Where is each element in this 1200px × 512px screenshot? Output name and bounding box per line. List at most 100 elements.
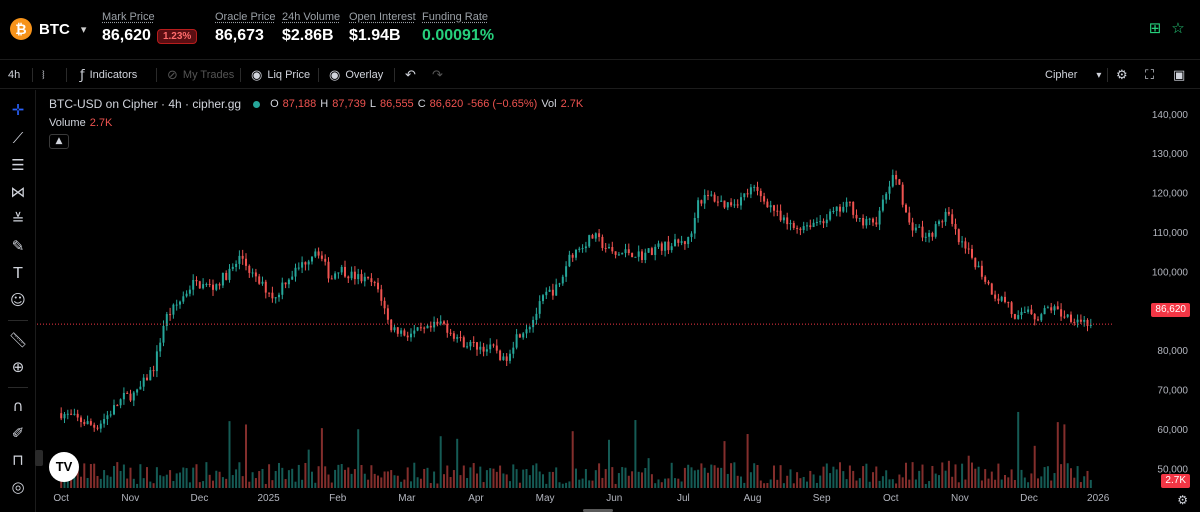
candle-body: [86, 421, 89, 425]
volume-bar: [89, 464, 92, 488]
time-tick-label: 2025: [257, 493, 280, 504]
oracle-price-value: 86,673: [215, 27, 264, 44]
volume-bar: [324, 466, 327, 488]
text-tool[interactable]: T: [0, 261, 36, 285]
crosshair-tool[interactable]: ✛: [0, 98, 36, 122]
candle-body: [235, 263, 238, 267]
volume-bar: [548, 471, 551, 488]
candle-body: [244, 258, 247, 266]
volume-bar: [202, 481, 205, 488]
magnet-tool[interactable]: ∩: [0, 394, 36, 418]
candle-body: [386, 308, 389, 320]
volume-bar: [994, 479, 997, 488]
change-badge: 1.23%: [156, 28, 198, 44]
volume-bar: [291, 468, 294, 488]
volume-bar: [759, 480, 762, 488]
volume-bar: [1027, 482, 1030, 488]
candle-body: [957, 229, 960, 243]
volume-bar: [697, 469, 700, 488]
my-trades-button[interactable]: ⊘ My Trades: [167, 61, 234, 89]
lock-drawing-tool[interactable]: ✐: [0, 421, 36, 445]
zoom-tool[interactable]: ⊕: [0, 355, 36, 379]
projection-tool[interactable]: ≚: [0, 207, 36, 231]
price-chart[interactable]: 140,000130,000120,000110,000100,00090,00…: [35, 90, 1200, 512]
volume-bar: [581, 478, 584, 488]
volume-bar: [918, 470, 921, 488]
candle-body: [578, 248, 581, 250]
candle-body: [324, 258, 327, 262]
liq-price-button[interactable]: ◉ Liq Price: [251, 61, 310, 89]
candle-body: [1056, 306, 1059, 310]
candle-body: [627, 249, 630, 254]
horizontal-lines-tool[interactable]: ☰: [0, 153, 36, 177]
candle-body: [683, 241, 686, 245]
screenshot-button[interactable]: ▣: [1173, 61, 1185, 89]
redo-icon: ↷: [432, 67, 443, 83]
candle-type-button[interactable]: ⧘: [42, 61, 45, 89]
volume-bar: [845, 479, 848, 488]
pattern-tool[interactable]: ⋈: [0, 180, 36, 204]
interval-button[interactable]: 4h: [8, 69, 21, 81]
sidebar-handle[interactable]: [35, 450, 43, 466]
fullscreen-button[interactable]: ⛶: [1145, 61, 1154, 89]
candle-body: [1013, 314, 1016, 319]
candle-body: [558, 283, 561, 285]
ruler-tool[interactable]: 📏︎: [0, 328, 36, 352]
lock-tool[interactable]: ⊓: [0, 448, 36, 472]
volume-bar: [924, 483, 927, 488]
volume-bar: [944, 470, 947, 488]
volume-bar: [254, 478, 257, 488]
volume-bar: [528, 475, 531, 488]
volume-tag: 2.7K: [1161, 474, 1190, 488]
grid-icon[interactable]: ⊞: [1148, 19, 1162, 37]
chart-canvas[interactable]: 140,000130,000120,000110,000100,00090,00…: [37, 90, 1200, 512]
axis-settings-icon[interactable]: ⚙: [1177, 493, 1188, 507]
settings-button[interactable]: ⚙: [1116, 61, 1128, 89]
candle-body: [891, 174, 894, 187]
indicators-button[interactable]: ƒ Indicators: [80, 61, 137, 89]
overlay-button[interactable]: ◉ Overlay: [329, 61, 383, 89]
candle-body: [535, 313, 538, 320]
star-icon[interactable]: ☆: [1171, 19, 1185, 37]
candle-body: [409, 333, 412, 338]
candles-icon: ⧘: [42, 67, 45, 83]
collapse-legend-button[interactable]: ▲: [49, 134, 69, 149]
undo-button[interactable]: ↶: [405, 61, 416, 89]
oracle-price: Oracle Price 86,673: [215, 11, 276, 45]
candle-body: [772, 205, 775, 211]
volume-bar: [1046, 466, 1049, 488]
volume-bar: [838, 462, 841, 488]
chevron-up-icon: ▲: [55, 136, 63, 146]
volume-bar: [218, 471, 221, 488]
low-value: 86,555: [380, 98, 414, 110]
funding-rate-value: 0.00091%: [422, 27, 495, 44]
volume-bar: [334, 469, 337, 488]
volume-bar: [670, 462, 673, 488]
volume-bar: [522, 469, 525, 488]
candle-body: [654, 246, 657, 255]
candle-body: [472, 341, 475, 343]
candle-body: [317, 251, 320, 256]
time-scrollbar[interactable]: [583, 509, 613, 512]
candle-body: [515, 334, 518, 348]
candle-body: [211, 284, 214, 290]
funding-rate-label: Funding Rate: [422, 11, 489, 23]
tradingview-logo[interactable]: TV: [49, 452, 79, 482]
volume-bar: [429, 482, 432, 488]
eye-icon: ◉: [251, 67, 263, 83]
volume-bar: [990, 471, 993, 488]
volume-bar: [136, 483, 139, 488]
candle-body: [1023, 311, 1026, 313]
redo-button[interactable]: ↷: [432, 61, 443, 89]
visibility-tool[interactable]: ◎: [0, 475, 36, 499]
emoji-tool[interactable]: ☺: [0, 288, 36, 312]
candle-body: [664, 241, 667, 251]
asset-selector[interactable]: ₿ BTC ▾: [10, 18, 86, 40]
volume-bar: [103, 470, 106, 488]
brush-tool[interactable]: ✎: [0, 234, 36, 258]
source-selector[interactable]: Cipher ▾: [1045, 61, 1101, 89]
trendline-tool[interactable]: ⟋: [0, 126, 36, 150]
volume-bar: [165, 474, 168, 488]
candle-body: [911, 222, 914, 231]
volume-bar: [680, 481, 683, 488]
